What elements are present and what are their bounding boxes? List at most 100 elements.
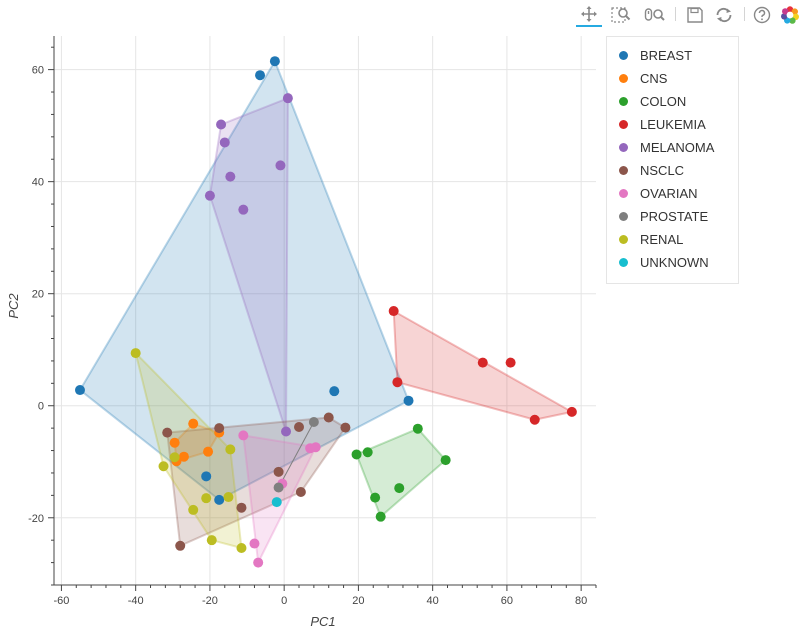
reset-tool-button[interactable]	[711, 3, 737, 27]
legend-item-leukemia[interactable]: LEUKEMIA	[619, 114, 706, 134]
point-melanoma[interactable]	[282, 93, 293, 104]
bokeh-logo-link[interactable]	[777, 3, 800, 27]
point-nsclc[interactable]	[340, 422, 351, 433]
y-tick-label: 20	[32, 289, 44, 301]
point-breast[interactable]	[269, 56, 280, 67]
link-lines	[278, 421, 315, 488]
point-renal[interactable]	[201, 493, 212, 504]
point-renal[interactable]	[188, 504, 199, 515]
point-breast[interactable]	[201, 471, 212, 482]
legend-item-ovarian[interactable]: OVARIAN	[619, 183, 698, 203]
pan-tool-button[interactable]	[576, 3, 602, 27]
data-points	[74, 56, 577, 568]
point-ovarian[interactable]	[238, 430, 249, 441]
help-icon	[753, 6, 771, 24]
point-melanoma[interactable]	[238, 204, 249, 215]
legend-marker	[619, 188, 628, 198]
point-nsclc[interactable]	[162, 427, 173, 438]
grid-lines	[54, 36, 596, 585]
legend-marker	[619, 119, 628, 129]
x-tick-label: -60	[53, 595, 69, 607]
point-nsclc[interactable]	[294, 422, 305, 433]
point-nsclc[interactable]	[295, 487, 306, 498]
point-leukemia[interactable]	[566, 406, 577, 417]
wheel-zoom-icon	[644, 8, 665, 21]
point-leukemia[interactable]	[392, 377, 403, 388]
point-cns[interactable]	[169, 437, 180, 448]
point-melanoma[interactable]	[216, 119, 227, 130]
point-ovarian[interactable]	[310, 442, 321, 453]
point-breast[interactable]	[329, 386, 340, 397]
point-colon[interactable]	[362, 447, 373, 458]
point-renal[interactable]	[223, 492, 234, 503]
point-colon[interactable]	[370, 492, 381, 503]
point-leukemia[interactable]	[505, 357, 516, 368]
point-cns[interactable]	[188, 418, 199, 429]
legend-item-prostate[interactable]: PROSTATE	[619, 206, 708, 226]
y-tick-label: 0	[38, 401, 44, 413]
point-melanoma[interactable]	[275, 160, 286, 171]
point-ovarian[interactable]	[253, 557, 264, 568]
point-nsclc[interactable]	[236, 502, 247, 513]
point-renal[interactable]	[206, 535, 217, 546]
legend-item-nsclc[interactable]: NSCLC	[619, 160, 684, 180]
point-renal[interactable]	[236, 543, 247, 554]
point-breast[interactable]	[214, 494, 225, 505]
point-breast[interactable]	[255, 70, 266, 81]
point-nsclc[interactable]	[273, 466, 284, 477]
y-tick-label: 40	[32, 177, 44, 189]
point-unknown[interactable]	[271, 497, 282, 508]
legend-item-cns[interactable]: CNS	[619, 68, 667, 88]
point-leukemia[interactable]	[477, 357, 488, 368]
x-tick-label: 20	[352, 595, 364, 607]
point-nsclc[interactable]	[175, 540, 186, 551]
box-zoom-icon	[611, 7, 631, 23]
point-prostate[interactable]	[273, 482, 284, 493]
x-tick-label: -40	[128, 595, 144, 607]
box-zoom-tool-button[interactable]	[608, 3, 634, 27]
point-renal[interactable]	[158, 461, 169, 472]
legend-item-renal[interactable]: RENAL	[619, 229, 683, 249]
point-colon[interactable]	[351, 449, 362, 460]
legend-label: RENAL	[640, 231, 684, 247]
cluster-hulls	[78, 58, 575, 567]
point-nsclc[interactable]	[323, 412, 334, 423]
help-tool-button[interactable]	[749, 3, 775, 27]
point-renal[interactable]	[169, 452, 180, 463]
point-colon[interactable]	[375, 511, 386, 522]
wheel-zoom-tool-button[interactable]	[642, 3, 668, 27]
legend-marker	[619, 211, 628, 221]
save-icon	[687, 7, 703, 23]
point-colon[interactable]	[440, 455, 451, 466]
point-cns[interactable]	[178, 451, 189, 462]
legend-item-colon[interactable]: COLON	[619, 91, 686, 111]
y-tick-label: 60	[32, 65, 44, 77]
point-breast[interactable]	[74, 385, 85, 396]
point-colon[interactable]	[412, 423, 423, 434]
point-renal[interactable]	[130, 348, 141, 359]
legend-marker	[619, 50, 628, 60]
point-prostate[interactable]	[308, 416, 319, 427]
point-melanoma[interactable]	[204, 190, 215, 201]
legend-label: UNKNOWN	[640, 254, 709, 270]
point-ovarian[interactable]	[249, 538, 260, 549]
link-prostate	[278, 421, 315, 488]
legend-item-breast[interactable]: BREAST	[619, 45, 692, 65]
point-leukemia[interactable]	[388, 306, 399, 317]
point-cns[interactable]	[203, 446, 214, 457]
point-breast[interactable]	[403, 395, 414, 406]
x-tick-label: 80	[575, 595, 587, 607]
save-tool-button[interactable]	[682, 3, 708, 27]
point-renal[interactable]	[225, 444, 236, 455]
legend-label: BREAST	[640, 47, 693, 63]
y-axis-label: PC2	[6, 293, 21, 319]
point-melanoma[interactable]	[225, 171, 236, 182]
point-melanoma[interactable]	[219, 137, 230, 148]
point-melanoma[interactable]	[281, 426, 292, 437]
legend-item-melanoma[interactable]: MELANOMA	[619, 137, 714, 157]
point-colon[interactable]	[394, 483, 405, 494]
legend-item-unknown[interactable]: UNKNOWN	[619, 252, 709, 272]
point-nsclc[interactable]	[214, 423, 225, 434]
point-leukemia[interactable]	[529, 414, 540, 425]
